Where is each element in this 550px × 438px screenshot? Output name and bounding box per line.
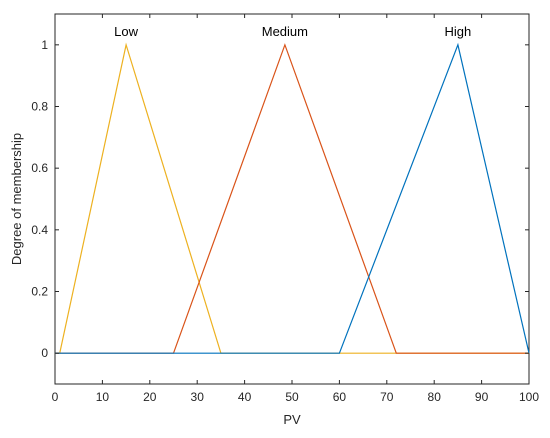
x-tick-label: 70 <box>380 390 394 404</box>
series-line-high <box>55 42 530 354</box>
x-tick-label: 50 <box>285 390 299 404</box>
series-label-high: High <box>445 24 472 39</box>
plot-area <box>54 13 530 385</box>
y-tick-label: 0.4 <box>31 223 48 237</box>
x-axis-ticks: 0 10 20 30 40 50 60 70 80 90 100 <box>52 14 539 404</box>
y-axis-label: Degree of membership <box>9 133 24 265</box>
x-tick-label: 100 <box>519 390 539 404</box>
x-tick-label: 0 <box>52 390 59 404</box>
y-tick-label: 0.6 <box>31 161 48 175</box>
y-tick-label: 1 <box>41 38 48 52</box>
x-tick-label: 30 <box>191 390 205 404</box>
y-axis-ticks: 0 0.2 0.4 0.6 0.8 1 <box>31 38 529 360</box>
x-tick-label: 80 <box>428 390 442 404</box>
y-tick-label: 0.2 <box>31 285 48 299</box>
series-label-medium: Medium <box>262 24 308 39</box>
membership-labels: Low Medium High <box>114 24 471 39</box>
x-tick-label: 20 <box>143 390 157 404</box>
x-tick-label: 40 <box>238 390 252 404</box>
series-label-low: Low <box>114 24 138 39</box>
y-tick-label: 0 <box>41 346 48 360</box>
x-tick-label: 60 <box>333 390 347 404</box>
x-tick-label: 10 <box>96 390 110 404</box>
x-axis-label: PV <box>283 412 301 427</box>
x-tick-label: 90 <box>475 390 489 404</box>
y-tick-label: 0.8 <box>31 100 48 114</box>
